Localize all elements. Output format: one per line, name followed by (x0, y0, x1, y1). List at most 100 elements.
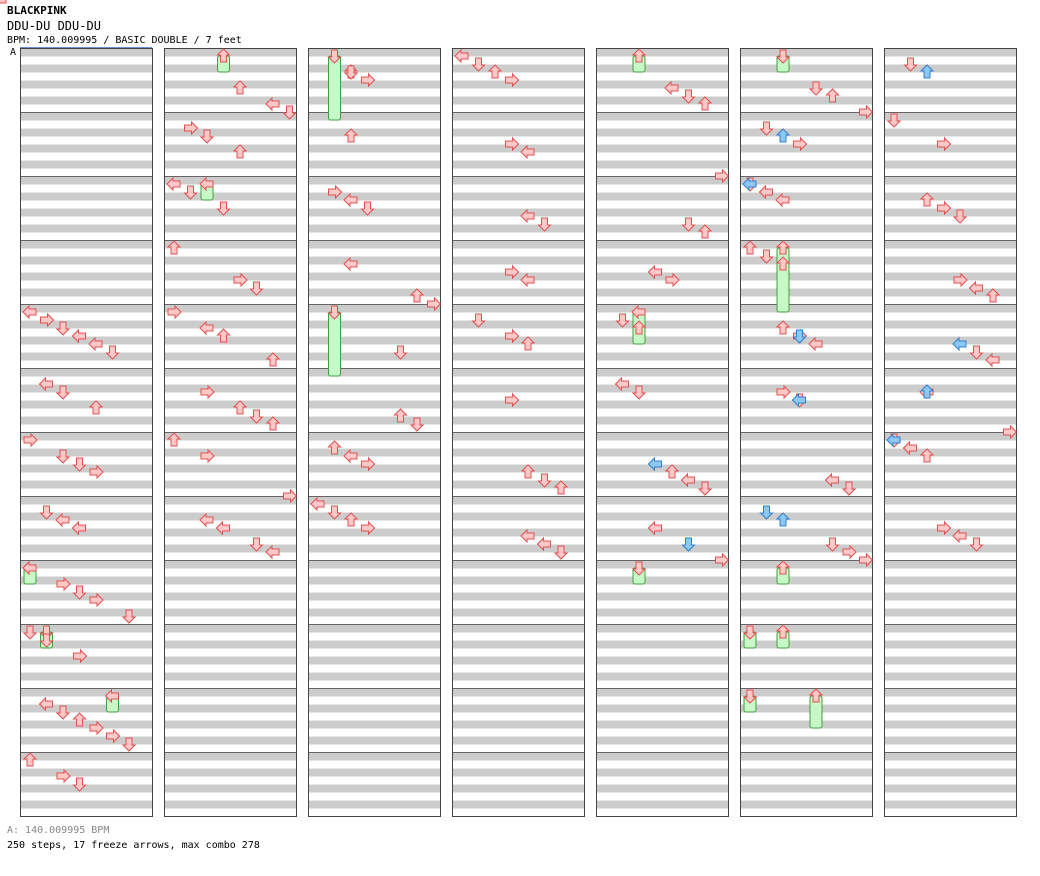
stripe (884, 608, 1016, 617)
stripe (20, 256, 152, 265)
step-arrow (715, 552, 730, 568)
step-arrow (919, 192, 935, 207)
stripe (20, 192, 152, 201)
stripe (884, 800, 1016, 809)
stripe (164, 752, 296, 761)
stripe (452, 512, 584, 521)
chart-column (308, 48, 441, 817)
stripe (740, 672, 872, 681)
stripe (20, 240, 152, 249)
stripe (740, 608, 872, 617)
stripe (452, 240, 584, 249)
stripe (308, 768, 440, 777)
chart-column (740, 48, 873, 817)
stripe (452, 496, 584, 505)
stripe (20, 336, 152, 345)
stripe (596, 192, 728, 201)
step-arrow (985, 288, 1001, 303)
stripe (452, 416, 584, 425)
stripe (596, 336, 728, 345)
stripe (164, 128, 296, 137)
stripe (740, 352, 872, 361)
stripe (20, 496, 152, 505)
step-arrow (215, 520, 230, 536)
stripe (596, 560, 728, 569)
stripe (164, 480, 296, 489)
stripe (596, 96, 728, 105)
stripe (452, 384, 584, 393)
stripe (452, 256, 584, 265)
step-arrow (886, 113, 902, 128)
step-arrow (808, 336, 823, 352)
stripe (20, 624, 152, 633)
stripe (164, 656, 296, 665)
stripe (740, 736, 872, 745)
step-arrow (859, 104, 874, 120)
stripe (884, 656, 1016, 665)
stripe (884, 592, 1016, 601)
stripe (596, 736, 728, 745)
step-arrow (89, 592, 104, 608)
step-arrow (520, 144, 535, 160)
step-arrow (937, 520, 952, 536)
stripe (308, 640, 440, 649)
stripe (740, 256, 872, 265)
step-arrow (216, 201, 231, 216)
stripe (20, 144, 152, 153)
song-title: DDU-DU DDU-DU (7, 19, 101, 33)
stripe (308, 64, 440, 73)
stripe (164, 432, 296, 441)
stripe (596, 704, 728, 713)
stripe (596, 128, 728, 137)
step-arrow (71, 328, 86, 344)
stripe (740, 720, 872, 729)
stripe (20, 288, 152, 297)
stripe (884, 752, 1016, 761)
stripe (884, 512, 1016, 521)
step-arrow (166, 176, 181, 192)
stripe (884, 192, 1016, 201)
stripe (596, 608, 728, 617)
step-arrow (232, 400, 248, 415)
step-arrow (166, 240, 182, 255)
stripe (20, 160, 152, 169)
bpm-marker: A (10, 47, 17, 58)
stripe (884, 640, 1016, 649)
stripe (740, 448, 872, 457)
step-arrow (697, 224, 713, 239)
stripe (884, 480, 1016, 489)
step-arrow (167, 304, 182, 320)
freeze-body (328, 311, 341, 377)
step-arrow (361, 72, 376, 88)
stripe (452, 752, 584, 761)
step-arrow (393, 345, 408, 360)
stripe (308, 112, 440, 121)
stripe (740, 112, 872, 121)
step-arrow (758, 184, 773, 200)
step-arrow (166, 432, 182, 447)
step-arrow (265, 416, 281, 431)
step-arrow (665, 272, 680, 288)
stripe (596, 784, 728, 793)
stripe (308, 288, 440, 297)
stripe (308, 272, 440, 281)
step-arrow (775, 192, 790, 208)
stripe (164, 240, 296, 249)
stripe (452, 704, 584, 713)
stripe (884, 560, 1016, 569)
stripe (884, 288, 1016, 297)
stripe (164, 560, 296, 569)
stripe (884, 176, 1016, 185)
stripe (164, 416, 296, 425)
chart-column (596, 48, 729, 817)
step-arrow (902, 440, 917, 456)
step-arrow (520, 272, 535, 288)
step-arrow (536, 536, 551, 552)
stripe (596, 368, 728, 377)
stripe (884, 272, 1016, 281)
stripe (20, 576, 152, 585)
step-arrow (38, 376, 53, 392)
stripe (164, 368, 296, 377)
stripe (308, 672, 440, 681)
stripe (596, 240, 728, 249)
